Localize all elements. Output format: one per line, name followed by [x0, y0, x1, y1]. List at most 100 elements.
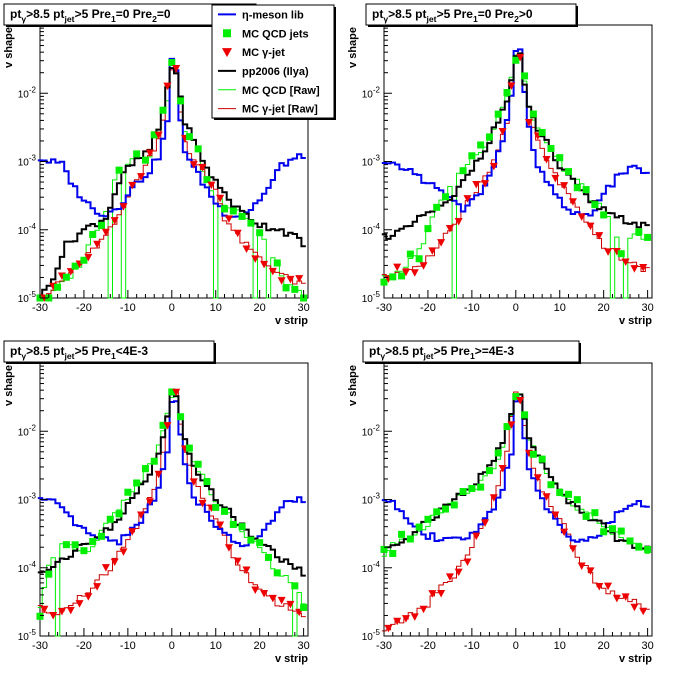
- qcd-marker: [617, 527, 625, 535]
- legend-box: [211, 4, 335, 119]
- qcd-marker: [273, 259, 281, 267]
- qcd-marker: [115, 510, 123, 518]
- y-tick-label: 10-4: [362, 222, 381, 237]
- y-tick-label: 10-2: [362, 423, 381, 438]
- qcd-marker: [300, 603, 308, 611]
- gammajet-marker: [639, 264, 648, 272]
- legend-label: MC γ-jet [Raw]: [242, 104, 318, 116]
- qcd-marker: [459, 488, 467, 496]
- gammajet-marker: [268, 267, 277, 276]
- y-tick-label: 10-5: [362, 628, 381, 643]
- legend-label: η-meson lib: [242, 9, 304, 21]
- chart-title: ptγ​>8.5 ptjet​>5 Pre1​=0 Pre2​>0: [372, 7, 533, 24]
- gammajet-marker: [216, 194, 225, 203]
- y-tick-label: 10-5: [362, 290, 381, 305]
- qcd-marker: [62, 273, 70, 281]
- y-tick-label: 10-5: [18, 290, 37, 305]
- gammajet-marker: [277, 596, 286, 605]
- qcd-marker: [150, 457, 158, 465]
- x-tick-label: -10: [464, 640, 480, 652]
- gammajet-marker: [419, 262, 428, 270]
- gammajet-marker: [595, 583, 604, 591]
- y-tick-label: 10-4: [18, 560, 37, 575]
- qcd-marker: [398, 272, 406, 280]
- qcd-marker: [89, 538, 97, 546]
- gammajet-marker: [154, 131, 163, 140]
- y-tick-label: 10-3: [362, 492, 381, 507]
- x-axis: -30 -20 -10 0 10 20 30: [376, 628, 654, 652]
- data-histogram: [381, 52, 650, 240]
- gammajet-marker: [524, 119, 533, 127]
- gammajet-marker: [101, 228, 110, 237]
- qcd-marker: [238, 212, 246, 220]
- qcd-marker: [264, 553, 272, 561]
- y-tick-label: 10-3: [18, 492, 37, 507]
- gammajet-marker: [604, 582, 613, 591]
- qcd-marker: [141, 156, 149, 164]
- gammajet-marker: [472, 532, 481, 541]
- qcd-marker: [229, 207, 237, 215]
- qcd-marker: [159, 106, 167, 114]
- y-tick-label: 10-2: [18, 423, 37, 438]
- qcd-marker: [291, 582, 299, 590]
- gammajet-marker: [224, 544, 233, 552]
- gammajet-marker: [401, 268, 410, 277]
- chart-title: ptγ​>8.5 ptjet​>5 Pre1​<4E-3: [10, 344, 148, 361]
- qcd-marker: [608, 525, 616, 533]
- gammajet-marker: [233, 557, 242, 566]
- gammajet-marker: [66, 268, 75, 276]
- qcd-marker: [71, 262, 79, 270]
- gammajet-marker: [428, 247, 437, 255]
- qcd-marker: [203, 176, 211, 184]
- x-axis: -30 -20 -10 0 10 20 30: [32, 628, 310, 652]
- chart-title: ptγ​>8.5 ptjet​>5 Pre1​=0 Pre2​=0: [10, 7, 171, 24]
- gammajet-marker: [137, 511, 146, 519]
- gammajet-marker: [216, 521, 225, 529]
- qcd-marker: [529, 450, 537, 458]
- gammajet-marker: [172, 388, 181, 397]
- x-tick-label: 0: [169, 302, 175, 314]
- x-tick-label: 30: [297, 640, 309, 652]
- qcd-marker: [177, 97, 185, 105]
- qcd-marker: [512, 393, 520, 401]
- qcd-marker: [168, 59, 176, 67]
- x-axis-title: v strip: [275, 653, 308, 665]
- qcd-marker: [106, 515, 114, 523]
- qcd-marker: [380, 545, 388, 553]
- plot-frame: [383, 24, 653, 299]
- qcd-marker: [424, 225, 432, 233]
- y-tick-label: 10-2: [18, 85, 37, 100]
- x-tick-label: 0: [513, 302, 519, 314]
- gammajet-marker: [437, 589, 446, 598]
- qcd-marker: [36, 612, 44, 620]
- qcd-marker: [494, 449, 502, 457]
- gammajet-marker: [260, 260, 269, 269]
- qcd-marker: [212, 503, 220, 511]
- gammajet-marker: [463, 558, 472, 567]
- x-tick-label: 30: [297, 302, 309, 314]
- qcd-marker: [256, 229, 264, 237]
- gammajet-marker: [154, 470, 163, 479]
- qcd-marker: [89, 230, 97, 238]
- gammajet-marker: [542, 156, 551, 164]
- x-tick-label: -30: [376, 302, 392, 314]
- y-tick-label: 10-3: [18, 154, 37, 169]
- qcd-marker: [565, 168, 573, 176]
- qcd-marker: [512, 56, 520, 64]
- gammajet-marker: [286, 600, 295, 609]
- title-box: [365, 3, 577, 26]
- qcd-marker: [80, 547, 88, 555]
- gammajet-marker: [463, 195, 472, 203]
- gammajet-marker: [172, 64, 181, 73]
- chart-title: ptγ​>8.5 ptjet​>5 Pre1​>=4E-3: [369, 344, 514, 361]
- qcd-marker: [565, 490, 573, 498]
- qcd-marker: [398, 530, 406, 538]
- qcd-marker: [521, 411, 529, 419]
- x-axis-title: v strip: [619, 653, 652, 665]
- qcd-marker: [415, 255, 423, 263]
- x-tick-label: 30: [641, 640, 653, 652]
- gammajet-marker: [481, 519, 490, 527]
- gammajet-marker: [595, 232, 604, 240]
- qcd-marker: [442, 505, 450, 513]
- gammajet-marker: [40, 605, 49, 614]
